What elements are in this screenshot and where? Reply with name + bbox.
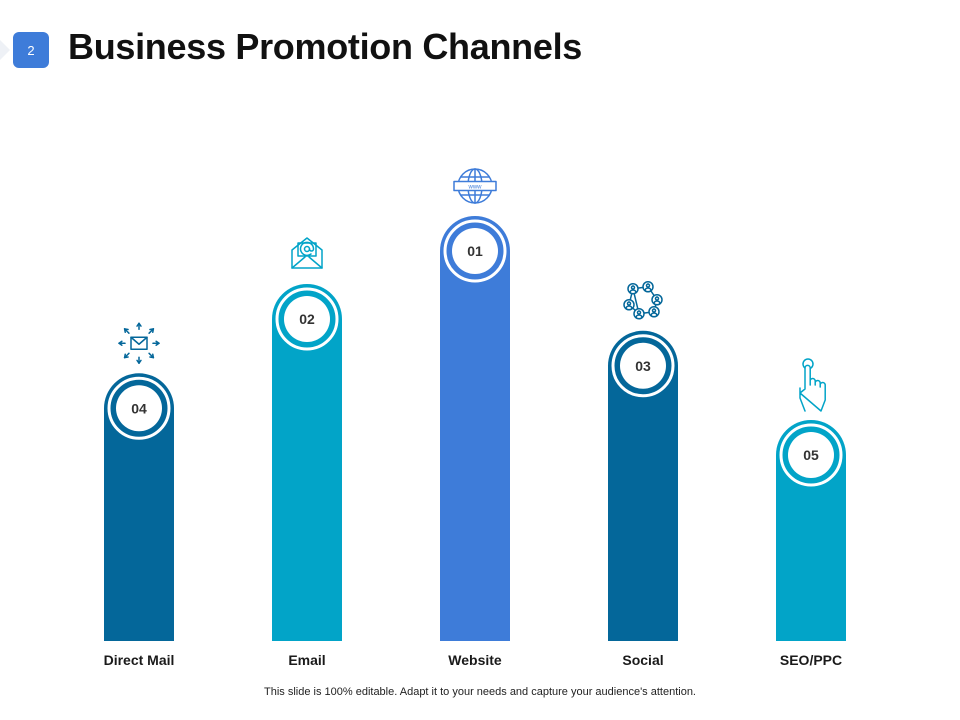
category-label: Social (622, 652, 663, 668)
social-network-icon (623, 281, 663, 320)
rank-label: 02 (299, 311, 315, 327)
email-at-icon (291, 237, 323, 269)
chart-bar (440, 216, 510, 641)
rank-disc (620, 342, 666, 389)
mail-broadcast-icon (118, 322, 160, 364)
rank-ring (611, 334, 675, 398)
slide-footer: This slide is 100% editable. Adapt it to… (264, 686, 696, 698)
rank-disc (116, 385, 162, 432)
rank-label: 05 (803, 447, 819, 463)
rank-label: 03 (635, 358, 651, 374)
category-label: Email (288, 652, 325, 668)
rank-ring (275, 287, 339, 351)
slide-title: Business Promotion Channels (68, 26, 582, 67)
rank-ring (779, 423, 843, 487)
rank-label: 01 (467, 243, 483, 259)
slide-badge-tail (0, 40, 10, 60)
svg-text:www: www (468, 184, 483, 190)
click-hand-icon (799, 358, 826, 412)
category-label: SEO/PPC (780, 652, 842, 668)
chart-bar (776, 420, 846, 641)
category-label: Direct Mail (104, 652, 175, 668)
slide-number-badge: 2 (13, 32, 49, 68)
rank-ring (443, 219, 507, 283)
chart-bar (104, 373, 174, 641)
rank-disc (788, 432, 834, 478)
rank-ring (107, 376, 171, 440)
globe-www-icon: www (453, 168, 497, 204)
rank-disc (452, 228, 498, 274)
category-label: Website (448, 652, 502, 668)
chart-bar (608, 330, 678, 641)
promotion-channels-chart: 04 Direct Mail 02 Email 01 Website www 03 Social… (104, 168, 846, 668)
chart-bar (272, 284, 342, 641)
rank-disc (284, 296, 330, 342)
rank-label: 04 (131, 400, 147, 416)
